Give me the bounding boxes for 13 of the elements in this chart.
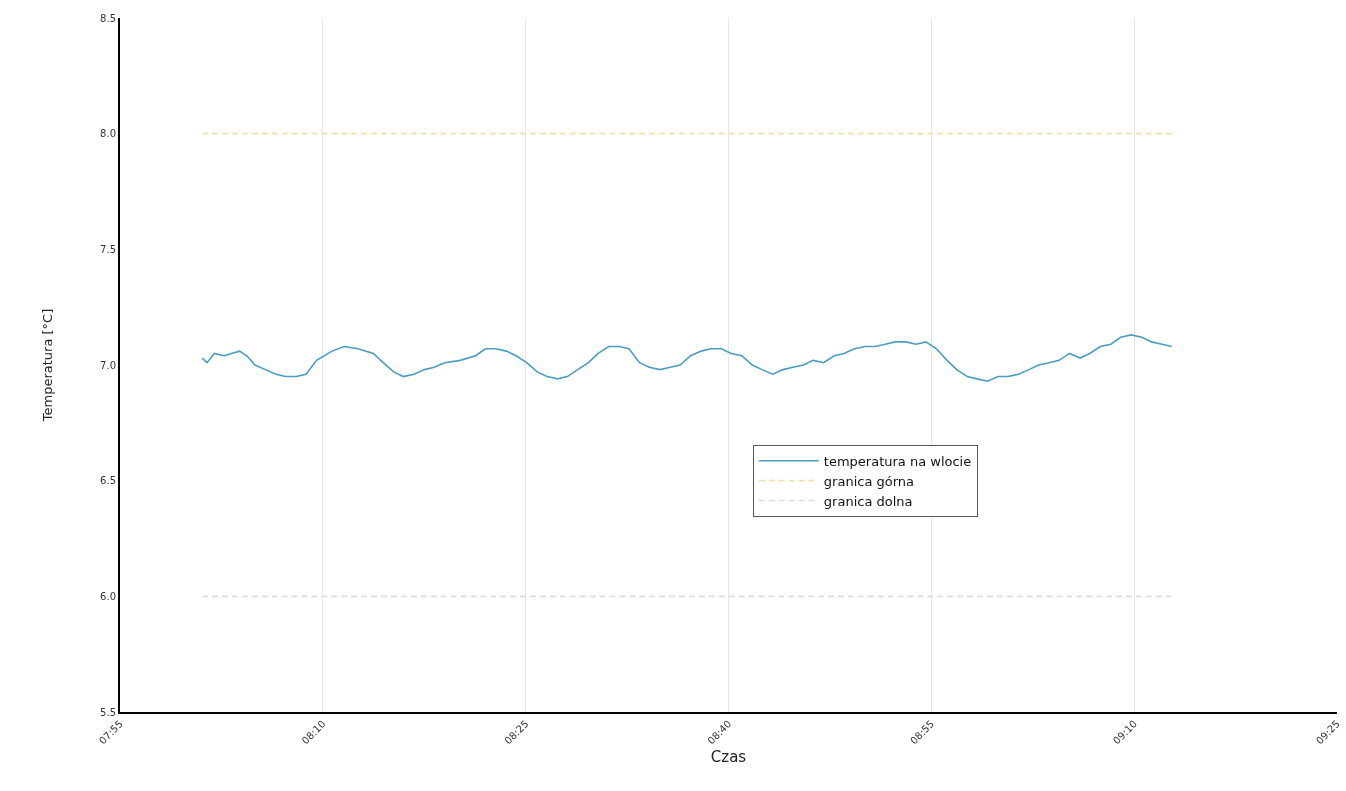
y-tick-label: 6.0 bbox=[100, 590, 116, 602]
x-axis-title: Czas bbox=[710, 747, 747, 766]
line-series bbox=[201, 334, 1173, 382]
y-tick-label: 7.0 bbox=[100, 359, 116, 371]
legend-label: temperatura na wlocie bbox=[823, 453, 972, 469]
legend-label: granica dolna bbox=[823, 493, 913, 509]
y-tick-label: 8.5 bbox=[100, 12, 116, 24]
legend-label: granica górna bbox=[823, 473, 915, 489]
y-tick-label: 7.5 bbox=[100, 243, 116, 255]
y-tick-label: 6.5 bbox=[100, 475, 116, 487]
y-tick-label: 5.5 bbox=[100, 706, 116, 718]
y-axis-title: Temperatura [°C] bbox=[39, 308, 55, 423]
y-tick-label: 8.0 bbox=[100, 128, 116, 140]
